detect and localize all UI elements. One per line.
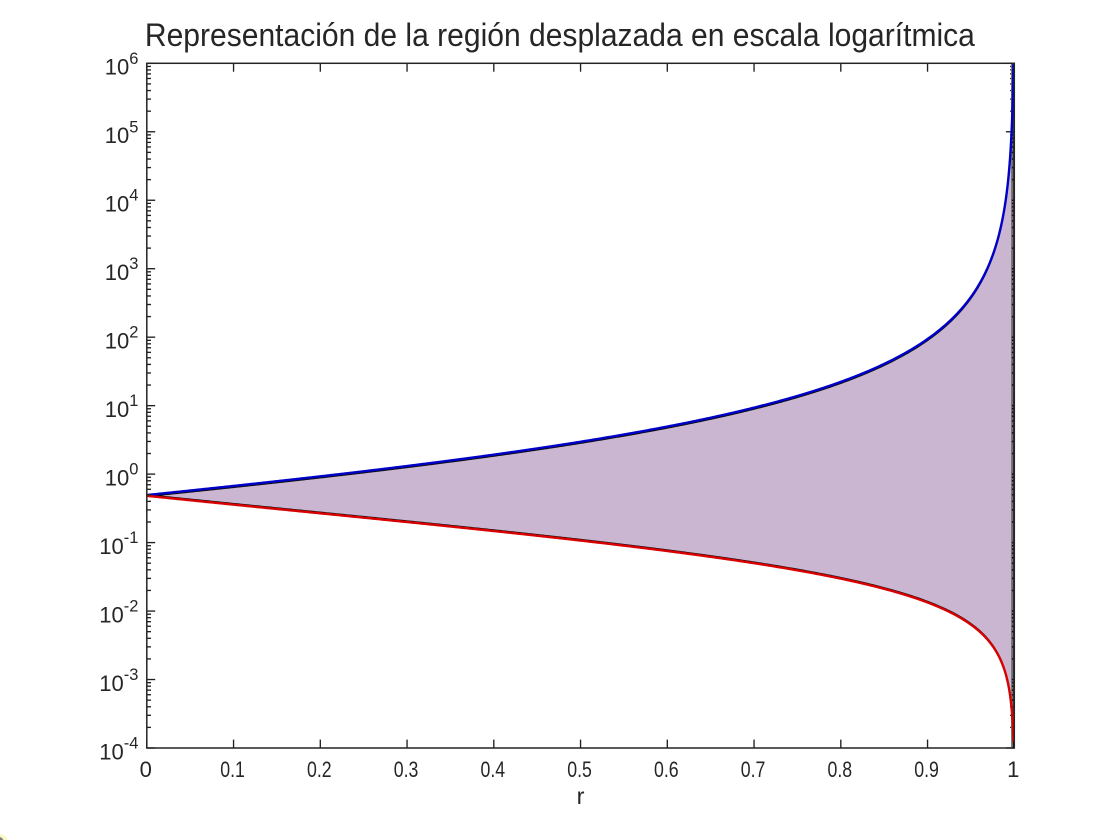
svg-text:0.5: 0.5 bbox=[567, 757, 592, 782]
svg-text:0.8: 0.8 bbox=[828, 757, 853, 782]
svg-text:1: 1 bbox=[1007, 757, 1019, 782]
svg-text:10-2: 10-2 bbox=[99, 598, 138, 628]
svg-text:0: 0 bbox=[140, 757, 152, 782]
svg-text:0.4: 0.4 bbox=[481, 757, 506, 782]
svg-text:Representación de la región de: Representación de la región desplazada e… bbox=[145, 17, 975, 53]
svg-text:0.2: 0.2 bbox=[307, 757, 332, 782]
svg-text:0.6: 0.6 bbox=[654, 757, 679, 782]
svg-text:0.9: 0.9 bbox=[914, 757, 939, 782]
svg-text:0.1: 0.1 bbox=[220, 757, 245, 782]
svg-text:0.3: 0.3 bbox=[394, 757, 419, 782]
svg-text:0.7: 0.7 bbox=[741, 757, 766, 782]
svg-text:r: r bbox=[577, 783, 585, 809]
